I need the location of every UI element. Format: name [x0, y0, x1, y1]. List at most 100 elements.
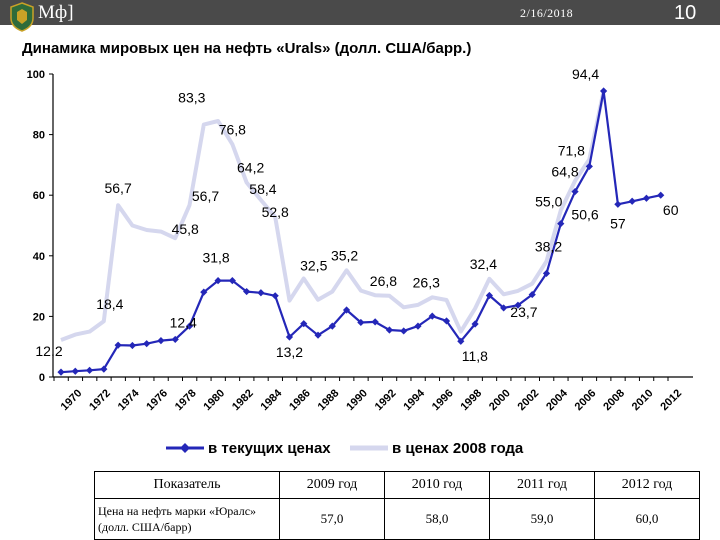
top-bar — [0, 0, 720, 25]
data-label: 11,8 — [462, 348, 488, 364]
data-point-current-price — [557, 220, 565, 228]
data-point-current-price — [243, 287, 251, 296]
brand-logo-text: Мф] — [38, 2, 74, 23]
data-label: 12,2 — [35, 343, 62, 359]
data-label: 52,8 — [262, 204, 289, 220]
table-header-year: 2010 год — [384, 471, 490, 499]
data-point-current-price — [642, 194, 651, 202]
data-label: 13,2 — [276, 344, 303, 360]
table-header-year: 2012 год — [594, 471, 700, 499]
data-label: 83,3 — [178, 90, 205, 106]
data-point-current-price — [328, 322, 336, 330]
data-point-current-price — [457, 337, 465, 345]
table-header-label: Показатель — [94, 471, 280, 499]
x-tick-label: 2000 — [487, 387, 513, 413]
x-tick-label: 1988 — [316, 387, 342, 413]
data-label: 18,4 — [96, 296, 123, 312]
data-point-current-price — [400, 327, 408, 335]
data-point-current-price — [285, 333, 294, 341]
x-tick-label: 1998 — [458, 387, 484, 413]
x-tick-label: 1996 — [430, 387, 456, 413]
data-point-current-price — [214, 277, 222, 285]
data-label: 26,8 — [370, 273, 397, 289]
data-label: 31,8 — [202, 250, 229, 266]
x-tick-label: 2002 — [516, 387, 542, 413]
data-label: 45,8 — [172, 221, 199, 237]
data-label: 26,3 — [413, 274, 440, 290]
data-label: 55,0 — [535, 193, 562, 209]
data-point-current-price — [657, 191, 665, 199]
data-point-current-price — [628, 197, 636, 205]
y-tick-label: 80 — [33, 130, 45, 142]
data-label: 32,5 — [300, 258, 327, 274]
emblem-icon — [10, 2, 34, 32]
data-point-current-price — [385, 326, 394, 334]
data-label: 58,4 — [249, 181, 276, 197]
data-point-current-price — [300, 320, 308, 328]
x-tick-label: 1976 — [144, 387, 170, 413]
x-tick-label: 1992 — [373, 387, 399, 413]
x-tick-label: 1994 — [401, 387, 427, 413]
data-point-current-price — [471, 320, 479, 328]
y-tick-label: 100 — [27, 69, 45, 81]
data-point-current-price — [143, 340, 151, 348]
data-labels: 12,2 18,4 56,7 45,8 12,4 83,3 56,7 31,8 76,8 64,2… — [35, 66, 678, 364]
data-label: 23,7 — [510, 304, 537, 320]
legend-label-current-prices: в текущих ценах — [208, 440, 331, 457]
data-label: 50,6 — [571, 207, 598, 223]
series-layer — [57, 87, 665, 376]
data-point-current-price — [100, 365, 108, 373]
chart-title: Динамика мировых цен на нефть «Urals» (д… — [22, 40, 472, 57]
data-point-current-price — [600, 87, 608, 95]
data-point-current-price — [342, 306, 351, 314]
table-cell-value: 58,0 — [384, 498, 490, 540]
x-tick-label: 1978 — [173, 387, 199, 413]
table-cell-value: 60,0 — [594, 498, 700, 540]
data-point-current-price — [614, 200, 622, 208]
data-label: 56,7 — [192, 188, 219, 204]
data-point-current-price — [485, 291, 493, 300]
data-point-current-price — [157, 337, 165, 345]
data-point-current-price — [357, 318, 365, 327]
x-tick-label: 1984 — [259, 387, 285, 413]
x-tick-label: 1974 — [116, 387, 142, 413]
data-point-current-price — [85, 366, 94, 374]
table-header-year: 2009 год — [279, 471, 385, 499]
data-point-current-price — [500, 304, 508, 312]
chart-axes: 0 20 40 60 80 100 1970 1972 1974 1976 1978 1980 1982… — [27, 69, 693, 413]
data-point-current-price — [228, 277, 236, 285]
data-point-current-price — [514, 301, 522, 309]
table-header-year: 2011 год — [489, 471, 595, 499]
data-label: 94,4 — [572, 66, 599, 82]
data-label: 35,2 — [331, 247, 358, 263]
x-tick-label: 2012 — [658, 387, 684, 413]
data-point-current-price — [171, 335, 179, 344]
table-row-label: Цена на нефть марки «Юралс» (долл. США/б… — [94, 498, 280, 540]
data-label: 71,8 — [558, 142, 585, 158]
x-tick-label: 2006 — [573, 387, 599, 413]
data-label: 60 — [663, 202, 679, 218]
data-label: 32,4 — [470, 256, 497, 272]
data-point-current-price — [200, 288, 208, 296]
x-tick-label: 1970 — [59, 387, 85, 413]
data-point-current-price — [271, 292, 279, 300]
data-point-current-price — [542, 269, 551, 277]
x-tick-label: 2010 — [630, 387, 656, 413]
x-tick-label: 1990 — [344, 387, 370, 413]
data-point-current-price — [442, 317, 451, 325]
table-row: Цена на нефть марки «Юралс» (долл. США/б… — [94, 498, 700, 540]
chart-legend: в текущих ценах в ценах 2008 года — [166, 440, 524, 457]
x-tick-label: 1986 — [287, 387, 313, 413]
oil-price-chart: 0 20 40 60 80 100 1970 1972 1974 1976 1978 1980 1982… — [27, 66, 693, 457]
data-point-current-price — [585, 162, 593, 171]
data-point-current-price — [414, 322, 422, 330]
data-point-current-price — [314, 331, 322, 339]
legend-label-real-prices: в ценах 2008 года — [392, 440, 524, 457]
data-label: 57 — [610, 215, 626, 231]
data-label: 12,4 — [170, 314, 197, 330]
data-point-current-price — [371, 318, 379, 326]
x-tick-label: 1980 — [201, 387, 227, 413]
x-tick-label: 2008 — [601, 387, 627, 413]
slide-date: 2/16/2018 — [520, 6, 574, 20]
price-forecast-table: Показатель 2009 год 2010 год 2011 год 20… — [94, 471, 700, 540]
